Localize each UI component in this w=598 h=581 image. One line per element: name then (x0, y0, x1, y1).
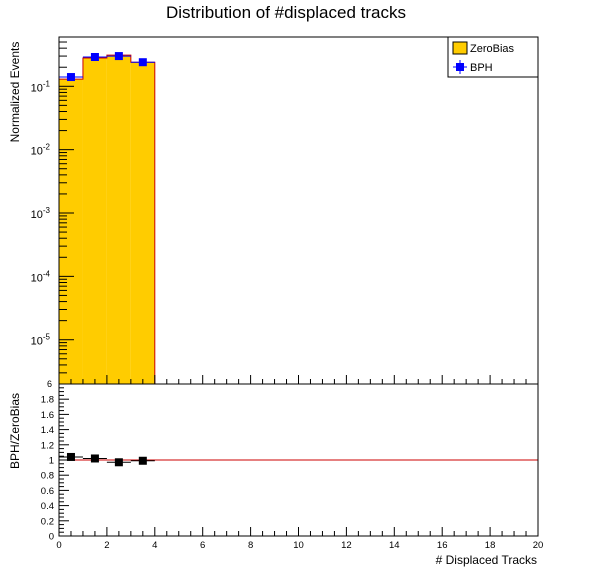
bph-point (90, 53, 99, 62)
x-tick-label: 0 (56, 540, 61, 551)
legend-zerobias-swatch (452, 41, 468, 55)
x-tick-label: 20 (533, 540, 544, 551)
ratio-pad: 0 0.2 0.4 0.6 0.8 1 1.2 1.4 1.6 1.8 0 2 4 6 8 10 12 14 16… (8, 383, 544, 567)
ratio-y-tick-label: 1.4 (41, 425, 54, 436)
ratio-point (114, 458, 123, 467)
ratio-point (66, 452, 75, 461)
top-y-tick-label: 10-2 (31, 143, 51, 158)
x-tick-label: 10 (293, 540, 304, 551)
ratio-point (138, 456, 147, 465)
chart-title: Distribution of #displaced tracks (166, 3, 406, 22)
x-axis-label: # Displaced Tracks (436, 553, 537, 567)
histogram-bar (59, 79, 83, 384)
x-tick-label: 14 (389, 540, 400, 551)
x-tick-label: 16 (437, 540, 448, 551)
legend-zerobias-label: ZeroBias (470, 43, 515, 55)
legend-bph-label: BPH (470, 62, 493, 74)
top-y-tick-label: 10-3 (31, 206, 51, 221)
top-y-axis-label: Normalized Events (8, 42, 22, 143)
ratio-y-tick-label: 0.4 (41, 501, 54, 512)
x-tick-label: 4 (152, 540, 157, 551)
top-y-tick-label: 10-1 (31, 79, 51, 94)
ratio-y-tick-label: 1.8 (41, 395, 54, 406)
ratio-y-tick-label: 1 (49, 456, 54, 467)
x-tick-label: 12 (341, 540, 352, 551)
ratio-y-tick-label: 0.6 (41, 486, 54, 497)
x-tick-label: 18 (485, 540, 496, 551)
histogram-bar (106, 55, 131, 384)
ratio-y-tick-label: 0.2 (41, 516, 54, 527)
top-y-tick-label: 10-5 (31, 333, 51, 348)
legend: ZeroBias BPH (447, 36, 539, 78)
ratio-y-tick-label: 1.6 (41, 410, 54, 421)
ratio-y-tick-label: 1.2 (41, 440, 54, 451)
x-tick-label: 2 (104, 540, 109, 551)
ratio-y-tick-label: 0.8 (41, 471, 54, 482)
bph-point (114, 52, 123, 61)
legend-bph-marker (456, 63, 464, 71)
histogram-bar (130, 62, 155, 384)
top-y-tick-label: 10-4 (31, 269, 51, 284)
top-y-edge-label: 6 (47, 379, 52, 389)
bph-point (138, 58, 147, 67)
ratio-point (90, 454, 99, 463)
bph-point (66, 73, 75, 82)
x-tick-label: 8 (248, 540, 253, 551)
histogram-bar (82, 57, 107, 384)
ratio-y-tick-label: 0 (49, 532, 54, 543)
x-tick-label: 6 (200, 540, 205, 551)
ratio-y-axis-label: BPH/ZeroBias (8, 393, 22, 469)
top-pad: 10-5 10-4 10-3 10-2 10-1 Normalized Events 6 (8, 36, 539, 389)
